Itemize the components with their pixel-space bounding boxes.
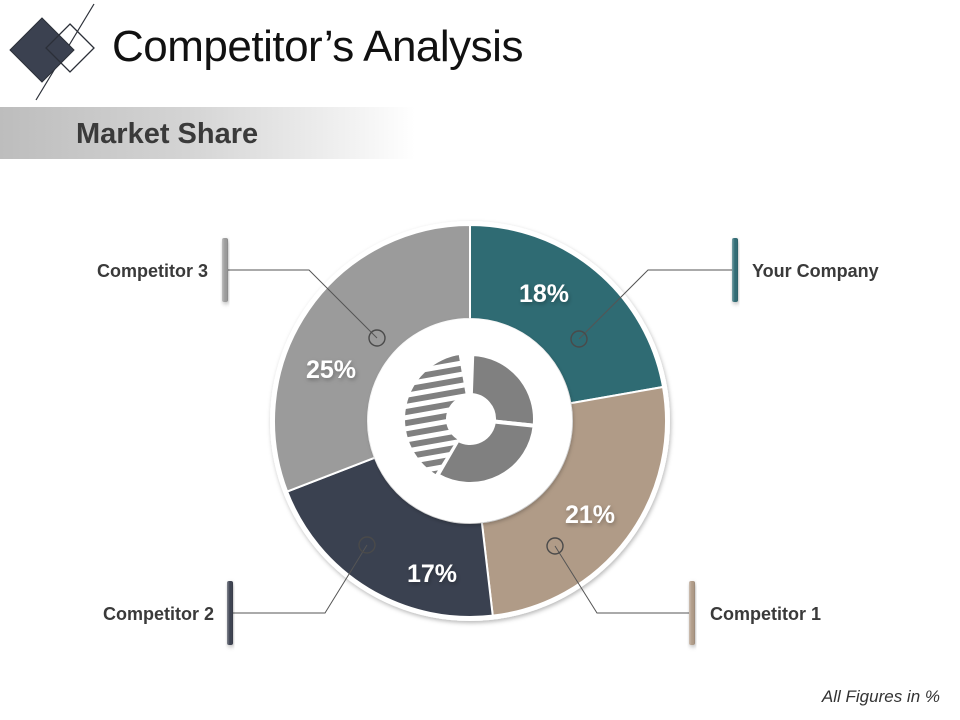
value-label-your-company: 18% bbox=[519, 280, 569, 308]
callout-competitor-3: Competitor 3 bbox=[97, 238, 386, 347]
callout-dot bbox=[358, 536, 376, 554]
value-label-competitor-3: 25% bbox=[306, 356, 356, 384]
footnote: All Figures in % bbox=[821, 687, 940, 706]
page-title: Competitor’s Analysis bbox=[112, 22, 523, 71]
callout-dot bbox=[570, 330, 588, 348]
callout-dot bbox=[368, 329, 386, 347]
value-label-competitor-1: 21% bbox=[565, 501, 615, 529]
legend-label-competitor-3: Competitor 3 bbox=[97, 261, 208, 281]
diamond-logo-icon bbox=[9, 3, 95, 101]
value-label-competitor-2: 17% bbox=[407, 560, 457, 588]
callout-competitor-1: Competitor 1 bbox=[546, 537, 821, 645]
legend-label-competitor-1: Competitor 1 bbox=[710, 604, 821, 624]
legend-label-competitor-2: Competitor 2 bbox=[103, 604, 214, 624]
donut-hole bbox=[368, 319, 572, 523]
subtitle-band bbox=[0, 107, 415, 159]
callout-competitor-2: Competitor 2 bbox=[103, 536, 376, 645]
legend-label-your-company: Your Company bbox=[752, 261, 879, 281]
callout-dot bbox=[546, 537, 564, 555]
section-subtitle: Market Share bbox=[76, 118, 259, 150]
callout-your-company: Your Company bbox=[570, 238, 879, 348]
